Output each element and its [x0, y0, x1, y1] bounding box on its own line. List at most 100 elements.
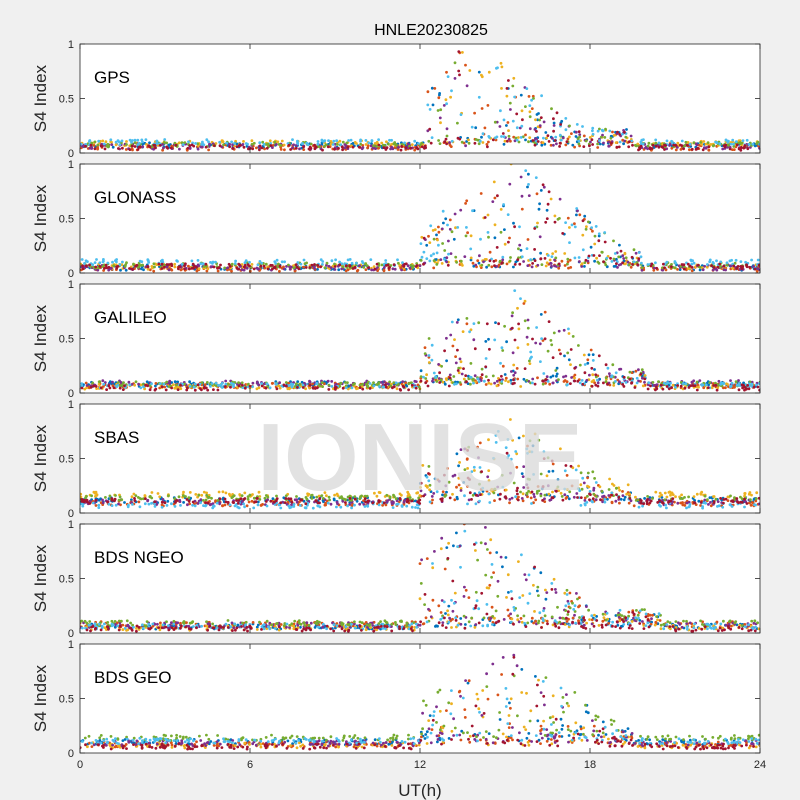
data-point: [547, 190, 551, 194]
data-point: [507, 137, 511, 141]
data-point: [113, 497, 117, 501]
data-point: [651, 381, 655, 384]
data-point: [649, 384, 652, 388]
data-point: [414, 265, 418, 268]
data-point: [262, 264, 266, 268]
data-point: [591, 373, 595, 377]
data-point: [516, 486, 519, 490]
data-point: [493, 264, 496, 268]
data-point: [130, 498, 133, 502]
data-point: [437, 479, 441, 483]
data-point: [262, 142, 266, 146]
data-point: [534, 118, 537, 122]
data-point: [181, 143, 185, 147]
data-point: [418, 264, 422, 268]
data-point: [679, 384, 683, 388]
data-point: [260, 261, 264, 265]
data-point: [237, 499, 241, 502]
data-point: [350, 498, 353, 502]
data-point: [563, 469, 567, 473]
data-point: [90, 146, 94, 150]
data-point: [712, 384, 715, 387]
data-point: [715, 259, 718, 263]
data-point: [183, 141, 187, 145]
data-point: [431, 498, 434, 502]
data-point: [391, 267, 395, 271]
data-point: [264, 500, 268, 503]
data-point: [734, 140, 738, 144]
data-point: [570, 223, 574, 227]
data-point: [237, 381, 241, 384]
data-point: [579, 471, 583, 475]
data-point: [553, 139, 557, 142]
data-point: [658, 495, 661, 498]
data-point: [517, 247, 520, 251]
data-point: [148, 145, 152, 149]
data-point: [260, 382, 263, 385]
data-point: [430, 495, 434, 498]
data-point: [711, 268, 715, 272]
data-point: [426, 129, 430, 133]
data-point: [694, 142, 698, 146]
data-point: [446, 263, 450, 267]
data-point: [417, 496, 421, 500]
data-point: [526, 318, 530, 322]
data-point: [669, 381, 672, 385]
data-point: [346, 268, 350, 272]
data-point: [139, 497, 143, 501]
data-point: [256, 503, 260, 507]
data-point: [306, 143, 310, 147]
data-point: [506, 213, 510, 217]
data-point: [216, 266, 219, 270]
data-point: [422, 494, 425, 498]
data-point: [480, 263, 484, 267]
data-point: [148, 495, 152, 499]
data-point: [170, 386, 174, 390]
data-point: [445, 127, 449, 131]
data-point: [586, 361, 590, 365]
data-point: [465, 199, 469, 203]
data-point: [484, 383, 488, 386]
y-tick-label: 1: [68, 279, 74, 291]
data-point: [673, 266, 677, 269]
data-point: [558, 145, 561, 148]
data-point: [695, 492, 699, 496]
data-point: [136, 496, 140, 499]
data-point: [483, 379, 486, 383]
data-point: [215, 501, 219, 505]
data-point: [93, 261, 97, 264]
data-point: [398, 492, 402, 496]
data-point: [685, 501, 689, 505]
data-point: [247, 500, 251, 504]
data-point: [550, 107, 553, 111]
data-point: [632, 504, 636, 508]
data-point: [552, 143, 555, 147]
data-point: [755, 269, 759, 273]
data-point: [676, 141, 680, 145]
y-tick-label: 0.5: [59, 454, 74, 466]
data-point: [256, 500, 260, 504]
data-point: [518, 225, 521, 229]
data-point: [612, 384, 616, 387]
data-point: [296, 386, 299, 389]
data-point: [257, 386, 261, 390]
data-point: [317, 494, 321, 498]
data-point: [469, 382, 472, 386]
data-point: [187, 140, 190, 144]
data-point: [282, 143, 286, 147]
data-point: [461, 264, 464, 267]
data-point: [565, 383, 569, 387]
data-point: [169, 146, 173, 150]
data-point: [154, 384, 157, 388]
data-point: [743, 494, 746, 498]
data-point: [416, 506, 420, 510]
data-point: [180, 262, 184, 266]
data-point: [142, 385, 145, 389]
data-point: [154, 146, 157, 150]
data-point: [160, 262, 164, 266]
data-point: [577, 464, 580, 468]
data-point: [446, 75, 450, 78]
data-point: [119, 268, 122, 272]
data-point: [399, 388, 402, 392]
data-point: [589, 348, 593, 352]
